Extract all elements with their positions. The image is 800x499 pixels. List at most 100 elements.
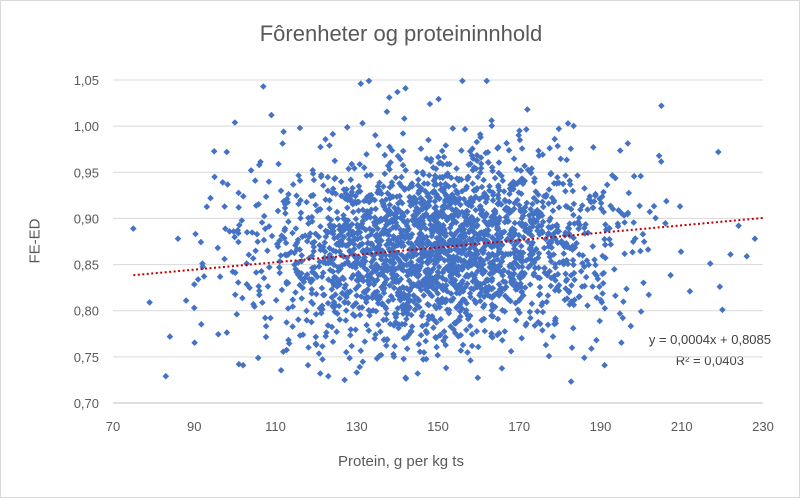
data-point: [582, 273, 590, 281]
data-point: [662, 220, 669, 227]
data-point: [448, 297, 456, 304]
data-point: [309, 167, 316, 174]
data-point: [325, 372, 332, 380]
data-point: [407, 202, 414, 209]
data-point: [264, 247, 271, 254]
data-point: [607, 202, 614, 210]
data-point: [637, 172, 644, 180]
data-point: [408, 183, 416, 190]
data-point: [423, 329, 431, 337]
data-point: [623, 285, 630, 293]
data-point: [197, 238, 205, 246]
data-point: [559, 240, 567, 247]
data-point: [352, 264, 359, 271]
data-point: [575, 251, 583, 258]
data-point: [426, 100, 434, 108]
data-point: [327, 223, 334, 231]
data-point: [377, 246, 384, 254]
data-point: [331, 175, 338, 183]
data-point: [296, 332, 304, 339]
data-point: [500, 267, 508, 274]
data-point: [389, 296, 397, 303]
data-point: [277, 367, 285, 374]
data-point: [324, 322, 332, 329]
data-point: [276, 258, 284, 265]
data-point: [378, 269, 386, 276]
data-point: [382, 251, 389, 259]
data-point: [319, 269, 327, 276]
data-point: [294, 271, 302, 278]
data-point: [265, 223, 273, 230]
data-point: [298, 295, 305, 302]
data-point: [511, 199, 518, 207]
data-point: [629, 248, 636, 256]
data-point: [309, 170, 317, 177]
data-point: [404, 251, 412, 259]
data-point: [402, 85, 409, 92]
data-point: [448, 206, 456, 213]
data-point: [439, 203, 446, 211]
data-point: [340, 275, 348, 283]
data-point: [573, 240, 580, 247]
data-point: [562, 270, 569, 278]
data-point: [555, 125, 563, 133]
data-point: [478, 247, 485, 254]
data-point: [442, 180, 449, 188]
data-point: [298, 270, 305, 277]
data-point: [426, 215, 434, 222]
data-point: [488, 221, 496, 229]
data-point: [600, 208, 607, 216]
data-point: [388, 147, 396, 154]
data-point: [370, 255, 378, 263]
data-point: [260, 212, 268, 220]
data-point: [419, 197, 427, 204]
data-point: [600, 269, 608, 277]
data-point: [476, 131, 484, 138]
data-point: [368, 263, 375, 270]
data-point: [371, 221, 379, 229]
data-point: [392, 319, 399, 326]
data-point: [530, 215, 537, 223]
data-point: [292, 289, 299, 296]
data-point: [536, 274, 544, 282]
data-point: [545, 229, 552, 237]
data-point: [515, 297, 523, 304]
data-point: [316, 258, 323, 265]
data-point: [341, 284, 348, 292]
data-point: [433, 343, 440, 351]
data-point: [326, 251, 334, 259]
data-point: [423, 249, 431, 257]
data-point: [349, 228, 357, 236]
data-point: [435, 153, 442, 161]
data-point: [256, 291, 263, 299]
data-point: [348, 221, 356, 228]
data-point: [490, 257, 497, 265]
data-point: [471, 271, 478, 279]
data-point: [424, 180, 432, 187]
data-point: [478, 317, 485, 324]
data-point: [425, 301, 433, 309]
data-point: [381, 257, 389, 265]
data-point: [549, 207, 557, 214]
data-point: [285, 218, 292, 225]
data-point: [727, 251, 734, 258]
data-point: [436, 303, 443, 311]
data-point: [364, 286, 371, 293]
data-point: [507, 348, 515, 355]
data-point: [426, 274, 433, 281]
data-point: [316, 305, 324, 312]
data-point: [451, 281, 459, 288]
data-point: [384, 267, 391, 274]
data-point: [505, 269, 512, 276]
x-tick-label: 130: [346, 419, 368, 434]
data-point: [511, 242, 518, 249]
data-point: [533, 198, 541, 205]
data-point: [408, 266, 416, 273]
data-point: [415, 206, 423, 214]
data-point: [491, 252, 498, 259]
data-point: [431, 204, 438, 212]
data-point: [411, 281, 419, 289]
data-point: [203, 203, 211, 211]
data-point: [497, 201, 505, 208]
data-point: [336, 222, 343, 230]
